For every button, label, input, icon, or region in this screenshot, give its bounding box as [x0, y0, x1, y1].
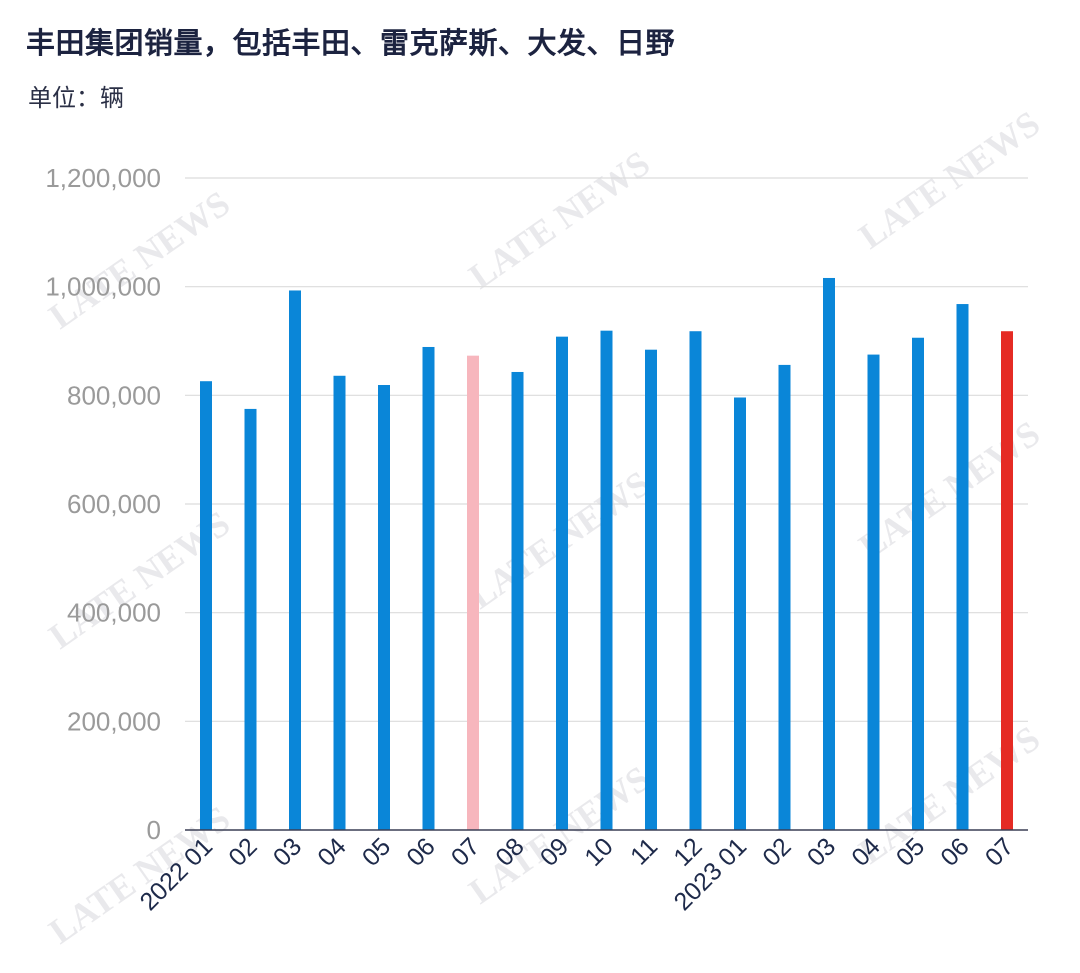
chart-title: 丰田集团销量，包括丰田、雷克萨斯、大发、日野 — [26, 26, 676, 60]
x-tick-label: 03 — [802, 832, 841, 871]
bar — [556, 336, 568, 830]
y-tick-label: 800,000 — [67, 380, 161, 410]
watermark-text: LATE NEWS — [852, 413, 1047, 566]
chart-unit-label: 单位：辆 — [28, 84, 124, 112]
y-axis-ticks: 0 200,000 400,000 600,000 800,000 1,000,000 1,… — [45, 163, 161, 845]
y-tick-label: 1,200,000 — [45, 163, 161, 193]
bar — [333, 375, 346, 830]
x-tick-label: 05 — [357, 832, 396, 871]
watermark-text: LATE NEWS — [42, 183, 237, 336]
y-tick-label: 0 — [147, 815, 161, 845]
x-tick-label: 04 — [312, 832, 352, 872]
bar — [645, 349, 657, 830]
bar — [600, 330, 613, 830]
y-tick-label: 400,000 — [67, 598, 161, 628]
bar — [823, 277, 835, 830]
bar — [200, 381, 212, 830]
y-tick-label: 1,000,000 — [45, 272, 161, 302]
bar — [378, 385, 390, 830]
bar — [1001, 331, 1013, 830]
x-tick-label: 02 — [223, 832, 262, 871]
x-tick-label: 06 — [935, 832, 974, 871]
y-tick-label: 600,000 — [67, 489, 161, 519]
bars — [200, 277, 1013, 831]
bar — [778, 364, 791, 830]
bar — [422, 346, 435, 830]
x-tick-label: 07 — [980, 832, 1019, 871]
bar — [511, 371, 524, 830]
watermark-text: LATE NEWS — [462, 143, 657, 296]
x-tick-label: 03 — [268, 832, 307, 871]
x-tick-label: 11 — [625, 832, 663, 870]
bar — [734, 397, 746, 830]
bar — [689, 331, 702, 830]
bar — [467, 355, 479, 830]
watermark-text: LATE NEWS — [852, 103, 1047, 256]
bar — [912, 337, 924, 830]
x-tick-label: 02 — [757, 832, 796, 871]
x-tick-label: 06 — [401, 832, 440, 871]
bar — [244, 408, 257, 830]
bar — [956, 304, 969, 830]
bar — [867, 354, 880, 830]
bar — [289, 290, 301, 831]
y-tick-label: 200,000 — [67, 706, 161, 736]
